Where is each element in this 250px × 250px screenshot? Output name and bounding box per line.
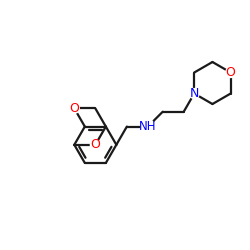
Text: N: N xyxy=(190,87,199,100)
Circle shape xyxy=(189,88,199,99)
Text: O: O xyxy=(226,66,235,79)
Circle shape xyxy=(141,120,155,134)
Circle shape xyxy=(90,140,100,150)
Text: NH: NH xyxy=(139,120,156,133)
Circle shape xyxy=(226,68,235,78)
Text: O: O xyxy=(90,138,100,151)
Text: O: O xyxy=(70,102,79,115)
Circle shape xyxy=(70,104,79,113)
